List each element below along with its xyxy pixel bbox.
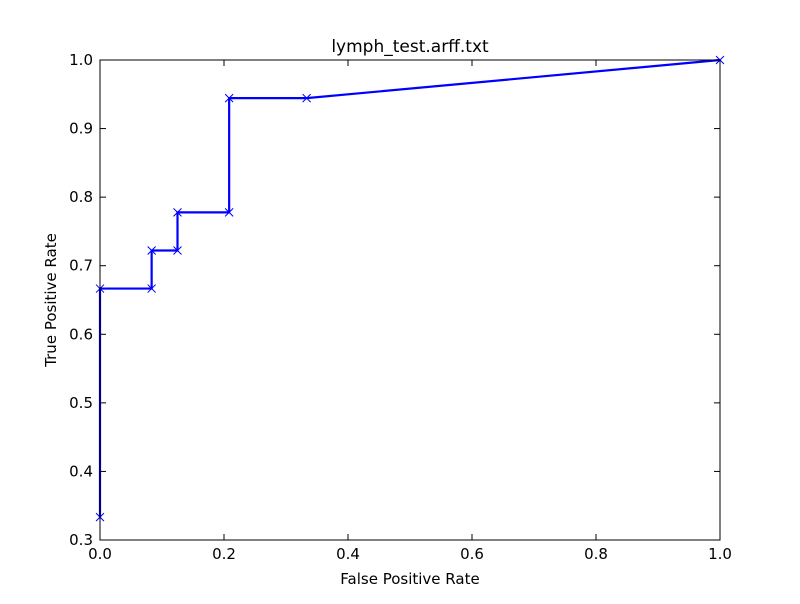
x-tick-label: 0.6 bbox=[460, 545, 484, 563]
y-tick-label: 0.3 bbox=[69, 531, 93, 549]
x-tick-label: 0.8 bbox=[584, 545, 608, 563]
y-tick-label: 0.6 bbox=[69, 325, 93, 343]
series-layer bbox=[95, 55, 725, 522]
roc-point-marker bbox=[147, 284, 156, 293]
marker-stroke bbox=[224, 93, 234, 103]
x-tick-label: 1.0 bbox=[708, 545, 732, 563]
roc-point-marker bbox=[173, 208, 182, 217]
chart-title: lymph_test.arff.txt bbox=[331, 37, 489, 57]
roc-point-marker bbox=[302, 93, 311, 103]
marker-stroke bbox=[224, 208, 234, 217]
y-tick-label: 1.0 bbox=[69, 51, 93, 69]
marker-stroke bbox=[147, 246, 156, 255]
roc-point-marker bbox=[173, 246, 182, 255]
ticks-layer: 0.0 0.2 0.4 0.6 0.8 1.0 0.3 0.4 0.5 0.6 0.7 0.8 0.9 1… bbox=[69, 51, 732, 563]
y-tick-label: 0.7 bbox=[69, 257, 93, 275]
y-tick-label: 0.9 bbox=[69, 120, 93, 138]
marker-stroke bbox=[302, 93, 311, 103]
y-axis-label: True Positive Rate bbox=[42, 233, 60, 368]
marker-stroke bbox=[173, 246, 182, 255]
x-axis-label: False Positive Rate bbox=[340, 570, 479, 588]
y-tick-label: 0.4 bbox=[69, 462, 93, 480]
marker-stroke bbox=[173, 208, 182, 217]
y-tick-label: 0.5 bbox=[69, 394, 93, 412]
x-tick-label: 0.0 bbox=[88, 545, 112, 563]
roc-curve-line bbox=[98, 58, 721, 518]
roc-point-marker bbox=[224, 208, 234, 217]
marker-stroke bbox=[147, 284, 156, 293]
y-tick-label: 0.8 bbox=[69, 188, 93, 206]
plot-frame bbox=[99, 59, 721, 541]
roc-point-marker bbox=[147, 246, 156, 255]
x-tick-label: 0.2 bbox=[212, 545, 236, 563]
roc-point-marker bbox=[224, 93, 234, 103]
x-tick-label: 0.4 bbox=[336, 545, 360, 563]
